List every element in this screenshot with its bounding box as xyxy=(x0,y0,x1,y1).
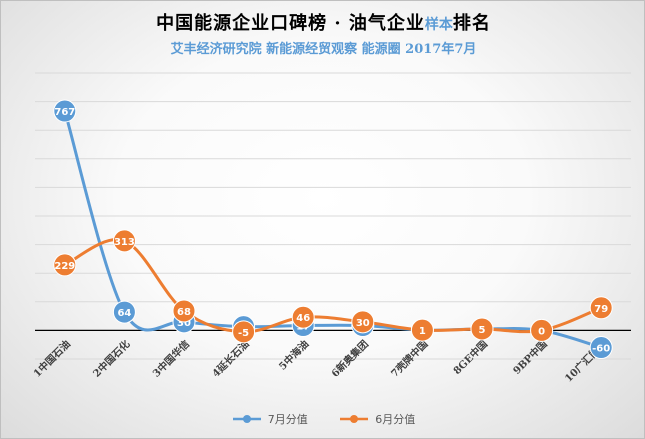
chart-subtitle: 艾丰经济研究院 新能源经贸观察 能源圈 2017年7月 xyxy=(170,42,477,57)
chart-title-end: 排名 xyxy=(452,13,491,34)
data-label-june: 0 xyxy=(538,326,545,337)
data-label-june: 30 xyxy=(356,318,370,329)
legend-label-june: 6月分值 xyxy=(375,413,416,426)
legend-item-june: 6月分值 xyxy=(339,411,415,427)
legend-marker-july xyxy=(232,415,261,423)
data-point-july xyxy=(112,300,136,324)
data-point-july xyxy=(589,336,613,360)
legend-label-july: 7月分值 xyxy=(267,413,308,426)
series-line-june xyxy=(64,238,602,334)
chart-title: 中国能源企业口碑榜 · 油气企业样本排名 xyxy=(1,9,644,35)
data-label-june: 229 xyxy=(54,261,75,272)
data-label-july: 30 xyxy=(177,318,191,329)
data-label-june: -5 xyxy=(238,328,249,339)
data-point-july xyxy=(53,99,77,123)
data-point-june xyxy=(172,299,196,323)
data-point-june xyxy=(291,305,315,329)
data-label-june: 313 xyxy=(114,237,135,248)
legend: 7月分值 6月分值 xyxy=(1,411,644,427)
x-tick-label: 9BP中国 xyxy=(510,337,550,377)
data-label-june: 1 xyxy=(419,326,426,337)
chart-title-suffix-small: 样本 xyxy=(424,17,453,33)
data-point-june xyxy=(53,253,77,277)
data-point-june xyxy=(410,318,434,342)
data-point-june xyxy=(112,229,136,253)
series-line-july xyxy=(63,110,602,350)
data-point-june xyxy=(351,310,375,334)
data-label-july: 767 xyxy=(54,107,75,118)
x-tick-label: 8GE中国 xyxy=(450,337,490,377)
data-point-june xyxy=(530,318,554,342)
legend-marker-june xyxy=(340,415,369,423)
data-label-june: 68 xyxy=(177,307,191,318)
data-label-june: 46 xyxy=(296,313,310,324)
legend-item-july: 7月分值 xyxy=(232,411,308,427)
x-tick-label: 5中海油 xyxy=(276,337,311,372)
chart-title-main: 中国能源企业口碑榜 · 油气企业 xyxy=(156,13,425,34)
data-label-july: -60 xyxy=(592,344,610,355)
data-label-june: 79 xyxy=(594,304,608,315)
data-label-june: 5 xyxy=(479,325,486,336)
data-point-june xyxy=(470,317,494,341)
data-point-june xyxy=(589,296,613,320)
data-point-june xyxy=(232,320,256,344)
data-label-july: 64 xyxy=(117,308,131,319)
